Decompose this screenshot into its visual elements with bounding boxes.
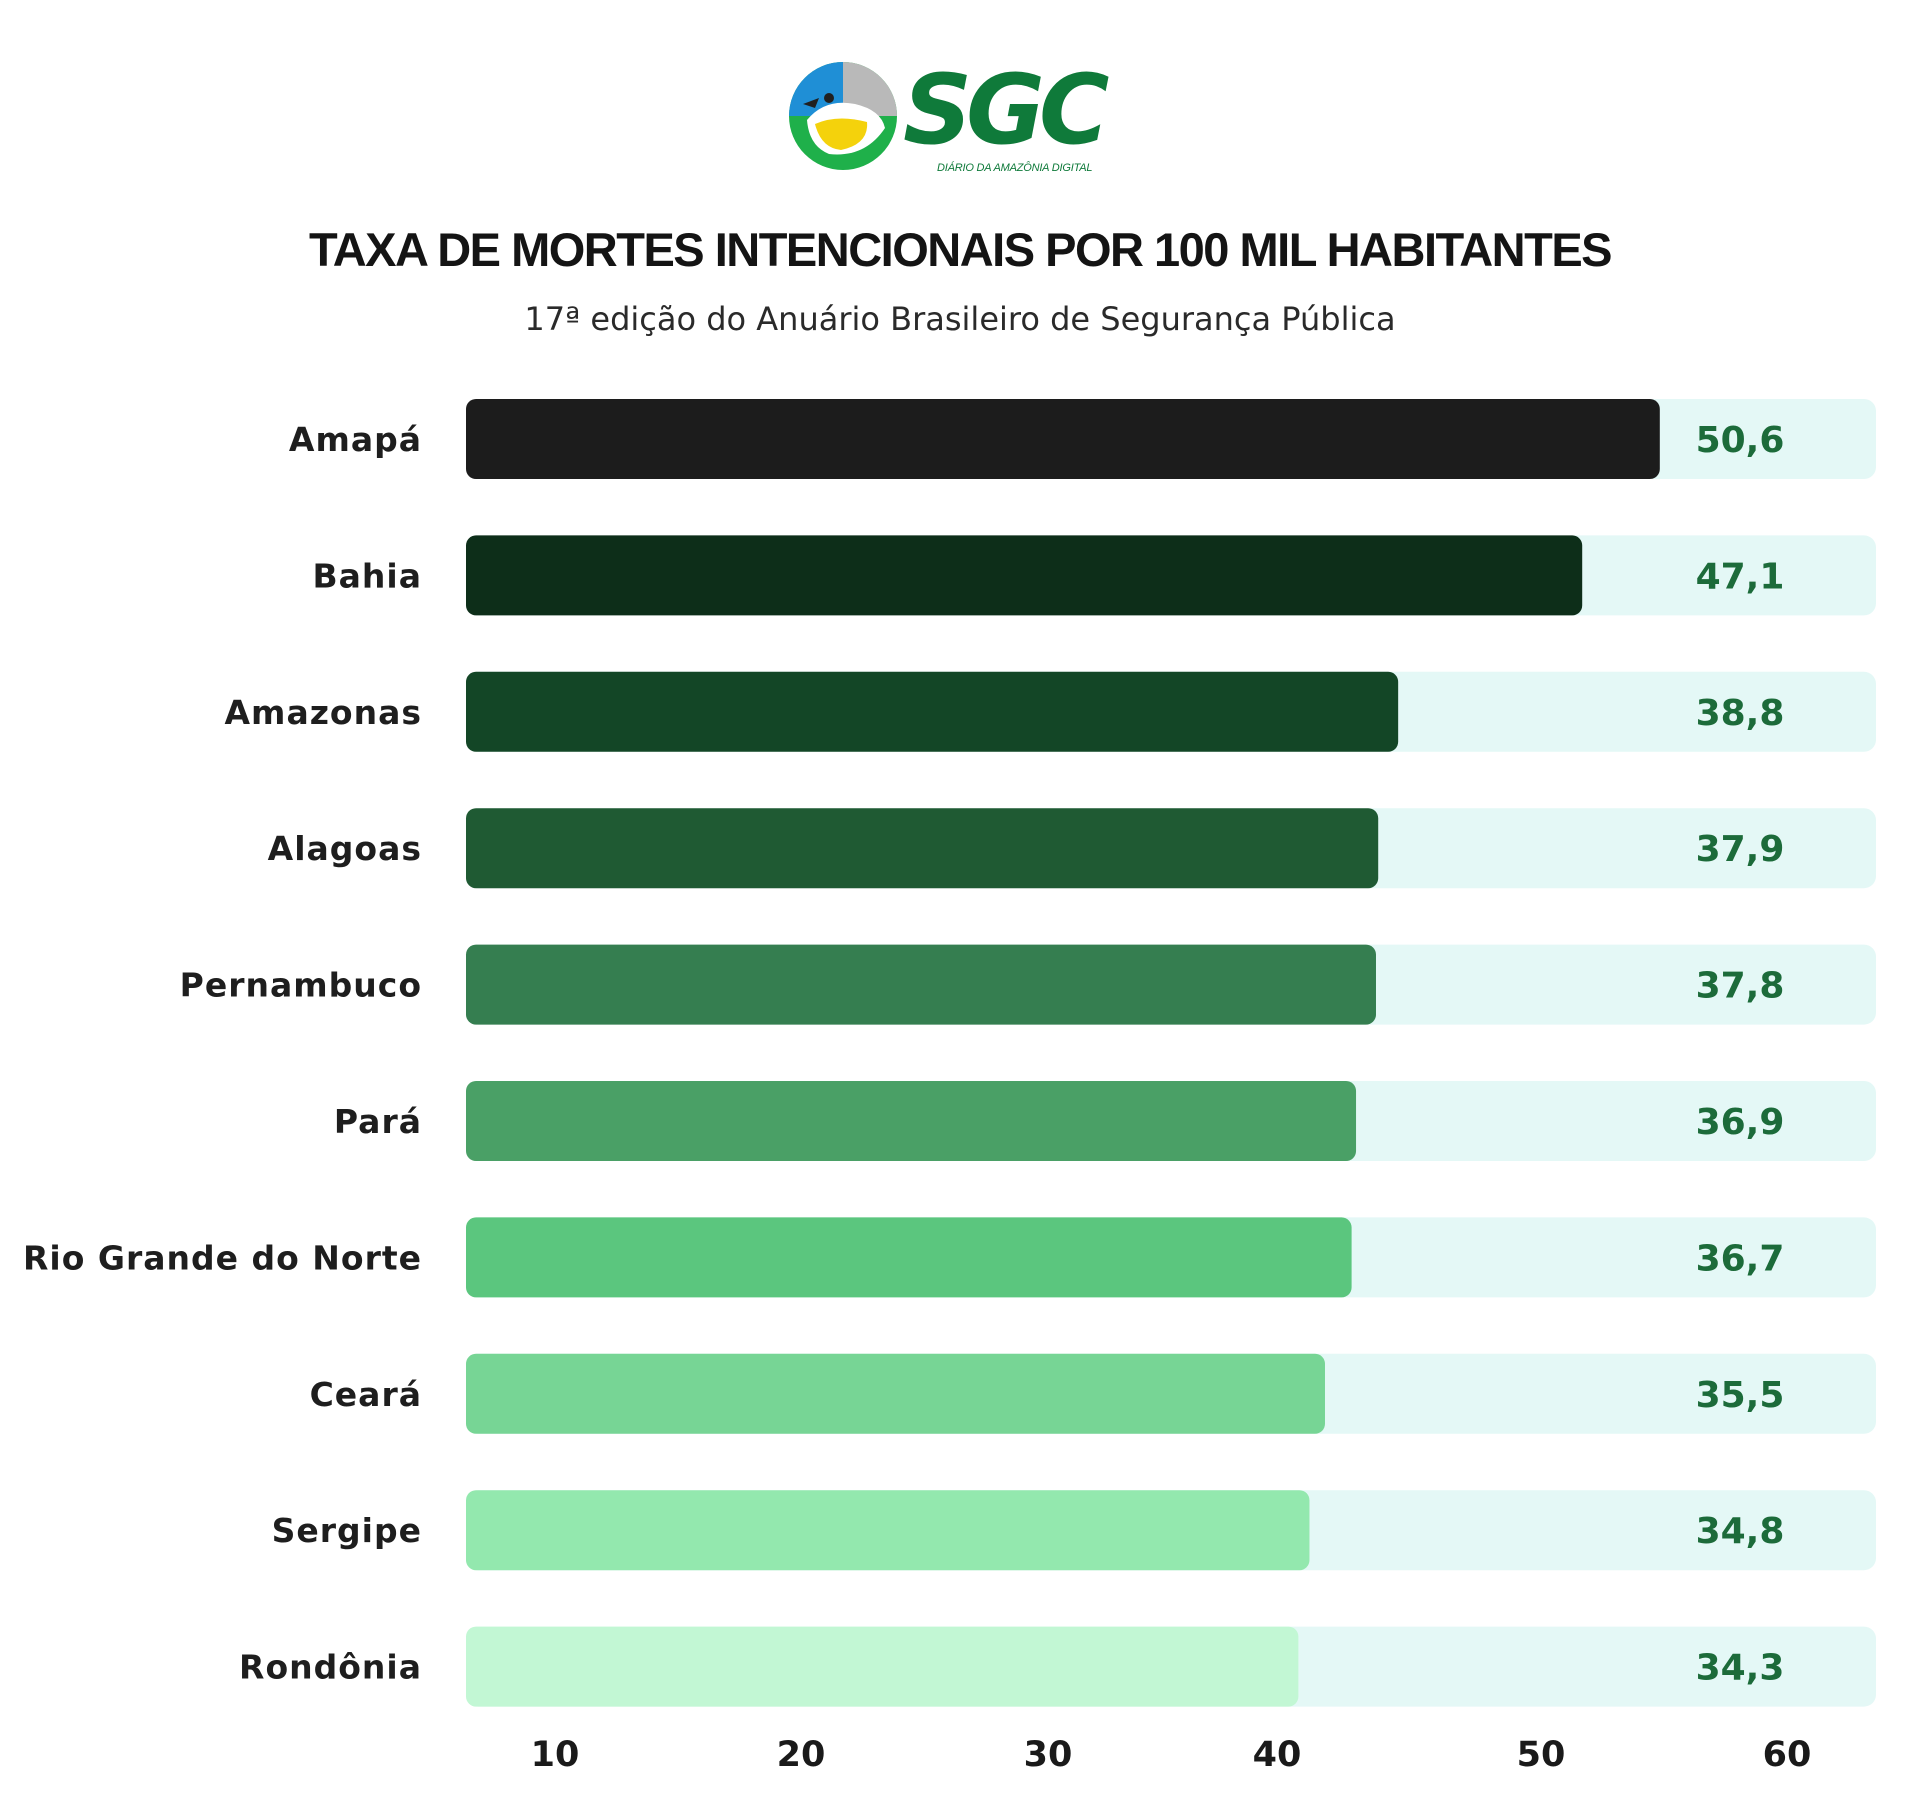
bar-row: Ceará 35,5 — [310, 1353, 1876, 1434]
bar-row: Rondônia 34,3 — [239, 1626, 1876, 1707]
x-tick-label: 10 — [531, 1735, 580, 1775]
value-label: 37,8 — [1696, 966, 1785, 1007]
category-label: Sergipe — [272, 1511, 422, 1550]
logo-wordmark: SGC — [903, 54, 1109, 166]
value-label: 34,8 — [1696, 1511, 1785, 1552]
bar — [466, 535, 1583, 616]
chart-subtitle: 17ª edição do Anuário Brasileiro de Segu… — [524, 300, 1396, 338]
value-label: 35,5 — [1696, 1375, 1785, 1416]
bar-row: Bahia 47,1 — [313, 535, 1876, 616]
bar-row: Rio Grande do Norte 36,7 — [23, 1217, 1876, 1298]
bar — [466, 1626, 1299, 1707]
bar-row: Pernambuco 37,8 — [180, 944, 1876, 1025]
bar — [466, 671, 1399, 752]
bar — [466, 944, 1376, 1025]
value-label: 47,1 — [1696, 556, 1785, 597]
category-label: Rio Grande do Norte — [23, 1238, 422, 1277]
value-label: 36,9 — [1696, 1102, 1785, 1143]
value-label: 34,3 — [1696, 1648, 1785, 1689]
bar — [466, 1353, 1325, 1434]
bar-row: Alagoas 37,9 — [268, 808, 1876, 889]
bar — [466, 1217, 1352, 1298]
category-label: Alagoas — [268, 829, 422, 868]
value-label: 37,9 — [1696, 829, 1785, 870]
bar — [466, 1490, 1310, 1571]
bar-row: Sergipe 34,8 — [272, 1490, 1876, 1571]
x-tick-label: 60 — [1763, 1735, 1812, 1775]
category-label: Rondônia — [239, 1648, 422, 1687]
x-tick-label: 40 — [1253, 1735, 1302, 1775]
bar — [466, 808, 1379, 889]
x-tick-label: 30 — [1024, 1735, 1073, 1775]
category-label: Ceará — [310, 1375, 422, 1414]
sgc-logo: SGC DIÁRIO DA AMAZÔNIA DIGITAL — [785, 58, 1135, 183]
category-label: Bahia — [313, 556, 423, 595]
category-label: Pará — [334, 1102, 422, 1141]
value-label: 50,6 — [1696, 420, 1785, 461]
value-label: 38,8 — [1696, 693, 1785, 734]
category-label: Amazonas — [225, 693, 422, 732]
bar-row: Amazonas 38,8 — [225, 671, 1876, 752]
x-tick-label: 20 — [777, 1735, 826, 1775]
logo-tagline: DIÁRIO DA AMAZÔNIA DIGITAL — [937, 162, 1093, 174]
category-label: Pernambuco — [180, 966, 422, 1005]
bird-logo-icon — [789, 62, 897, 170]
bar — [466, 1081, 1357, 1161]
bar — [466, 399, 1660, 479]
x-tick-label: 50 — [1517, 1735, 1566, 1775]
bar-row: Amapá 50,6 — [289, 399, 1876, 479]
category-label: Amapá — [289, 420, 422, 459]
chart-title: TAXA DE MORTES INTENCIONAIS POR 100 MIL … — [308, 223, 1613, 276]
value-label: 36,7 — [1696, 1238, 1785, 1279]
bar-row: Pará 36,9 — [334, 1081, 1876, 1161]
